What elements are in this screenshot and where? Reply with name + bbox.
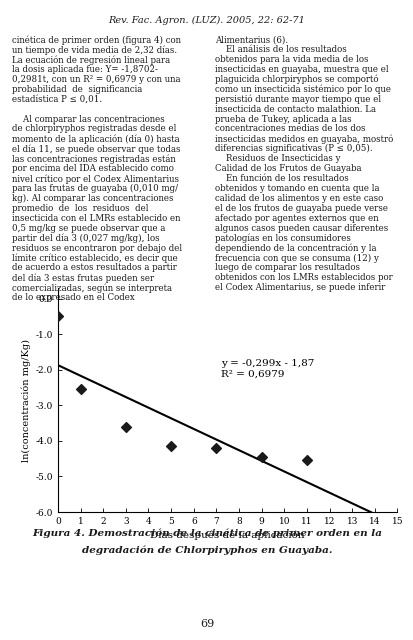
Text: kg). Al comparar las concentraciones: kg). Al comparar las concentraciones [12,194,173,203]
Text: persistió durante mayor tiempo que el: persistió durante mayor tiempo que el [215,95,380,104]
Point [77,384,84,394]
Text: el día 11, se puede observar que todas: el día 11, se puede observar que todas [12,145,180,154]
Text: dependiendo de la concentración y la: dependiendo de la concentración y la [215,244,376,253]
Text: Figura 4. Demostración de la cinética de primer orden en la: Figura 4. Demostración de la cinética de… [32,528,381,538]
Text: insecticidas medidos en guayaba, mostró: insecticidas medidos en guayaba, mostró [215,134,393,144]
Text: concentraciones medias de los dos: concentraciones medias de los dos [215,124,365,134]
Text: la dosis aplicada fue: Y= -1,8702-: la dosis aplicada fue: Y= -1,8702- [12,65,158,74]
Text: comercializadas, según se interpreta: comercializadas, según se interpreta [12,283,172,292]
Text: diferencias significativas (P ≤ 0,05).: diferencias significativas (P ≤ 0,05). [215,145,372,154]
Text: de acuerdo a estos resultados a partir: de acuerdo a estos resultados a partir [12,264,177,273]
Text: probabilidad  de  significancia: probabilidad de significancia [12,85,142,94]
Text: de lo expresado en el Codex: de lo expresado en el Codex [12,293,135,302]
Text: obtenidos con los LMRs establecidos por: obtenidos con los LMRs establecidos por [215,273,392,282]
Text: afectado por agentes externos que en: afectado por agentes externos que en [215,214,378,223]
Text: el Codex Alimentarius, se puede inferir: el Codex Alimentarius, se puede inferir [215,283,385,292]
Point [303,455,309,465]
Text: estadística P ≤ 0,01.: estadística P ≤ 0,01. [12,95,102,104]
Text: obtenidos para la vida media de los: obtenidos para la vida media de los [215,55,368,64]
Text: residuos se encontraron por debajo del: residuos se encontraron por debajo del [12,244,182,253]
Text: para las frutas de guayaba (0,010 mg/: para las frutas de guayaba (0,010 mg/ [12,184,178,193]
Text: luego de comparar los resultados: luego de comparar los resultados [215,264,359,273]
Point [258,452,264,462]
Y-axis label: ln(concentración mg/Kg): ln(concentración mg/Kg) [22,339,31,461]
Text: partir del día 3 (0,027 mg/kg), los: partir del día 3 (0,027 mg/kg), los [12,234,160,243]
Text: el de los frutos de guayaba puede verse: el de los frutos de guayaba puede verse [215,204,387,213]
Text: plaguicida chlorpiryphos se comportó: plaguicida chlorpiryphos se comportó [215,75,378,84]
Text: y = -0,299x - 1,87
R² = 0,6979: y = -0,299x - 1,87 R² = 0,6979 [221,359,313,378]
Text: Al comparar las concentraciones: Al comparar las concentraciones [12,115,165,124]
Text: insecticida con el LMRs establecido en: insecticida con el LMRs establecido en [12,214,180,223]
Text: obtenidos y tomando en cuenta que la: obtenidos y tomando en cuenta que la [215,184,379,193]
Text: 69: 69 [199,619,214,629]
Point [122,422,129,432]
Text: calidad de los alimentos y en este caso: calidad de los alimentos y en este caso [215,194,382,203]
Text: La ecuación de regresión lineal para: La ecuación de regresión lineal para [12,55,170,65]
Text: de chlorpiryphos registradas desde el: de chlorpiryphos registradas desde el [12,124,176,134]
Text: por encima del IDA establecido como: por encima del IDA establecido como [12,164,174,173]
Text: un tiempo de vida media de 2,32 días.: un tiempo de vida media de 2,32 días. [12,45,177,54]
Text: Rev. Fac. Agron. (LUZ). 2005, 22: 62-71: Rev. Fac. Agron. (LUZ). 2005, 22: 62-71 [108,16,305,25]
Text: En función de los resultados: En función de los resultados [215,174,348,183]
Text: Calidad de los Frutos de Guayaba: Calidad de los Frutos de Guayaba [215,164,361,173]
Text: 0,2981t, con un R² = 0,6979 y con una: 0,2981t, con un R² = 0,6979 y con una [12,75,180,84]
X-axis label: Días después de la aplicación: Días después de la aplicación [150,530,304,540]
Text: frecuencia con que se consuma (12) y: frecuencia con que se consuma (12) y [215,253,378,262]
Text: Alimentarius (6).: Alimentarius (6). [215,35,288,44]
Text: del día 3 estas frutas pueden ser: del día 3 estas frutas pueden ser [12,273,154,283]
Text: como un insecticida sistémico por lo que: como un insecticida sistémico por lo que [215,85,390,94]
Text: nivel crítico por el Codex Alimentarius: nivel crítico por el Codex Alimentarius [12,174,179,184]
Text: patologías en los consumidores: patologías en los consumidores [215,234,350,243]
Text: momento de la aplicación (día 0) hasta: momento de la aplicación (día 0) hasta [12,134,180,144]
Text: 0,5 mg/kg se puede observar que a: 0,5 mg/kg se puede observar que a [12,223,165,233]
Text: las concentraciones registradas están: las concentraciones registradas están [12,154,176,164]
Text: degradación de Chlorpiryphos en Guayaba.: degradación de Chlorpiryphos en Guayaba. [81,545,332,555]
Text: El análisis de los resultados: El análisis de los resultados [215,45,346,54]
Text: límite crítico establecido, es decir que: límite crítico establecido, es decir que [12,253,178,263]
Point [213,443,219,453]
Text: insecticidas en guayaba, muestra que el: insecticidas en guayaba, muestra que el [215,65,388,74]
Text: algunos casos pueden causar diferentes: algunos casos pueden causar diferentes [215,223,387,233]
Text: promedio  de  los  residuos  del: promedio de los residuos del [12,204,149,213]
Text: prueba de Tukey, aplicada a las: prueba de Tukey, aplicada a las [215,115,351,124]
Text: insecticida de contacto malathion. La: insecticida de contacto malathion. La [215,105,375,114]
Text: Residuos de Insecticidas y: Residuos de Insecticidas y [215,154,340,163]
Point [55,311,61,321]
Point [167,441,174,451]
Text: cinética de primer orden (figura 4) con: cinética de primer orden (figura 4) con [12,35,181,45]
